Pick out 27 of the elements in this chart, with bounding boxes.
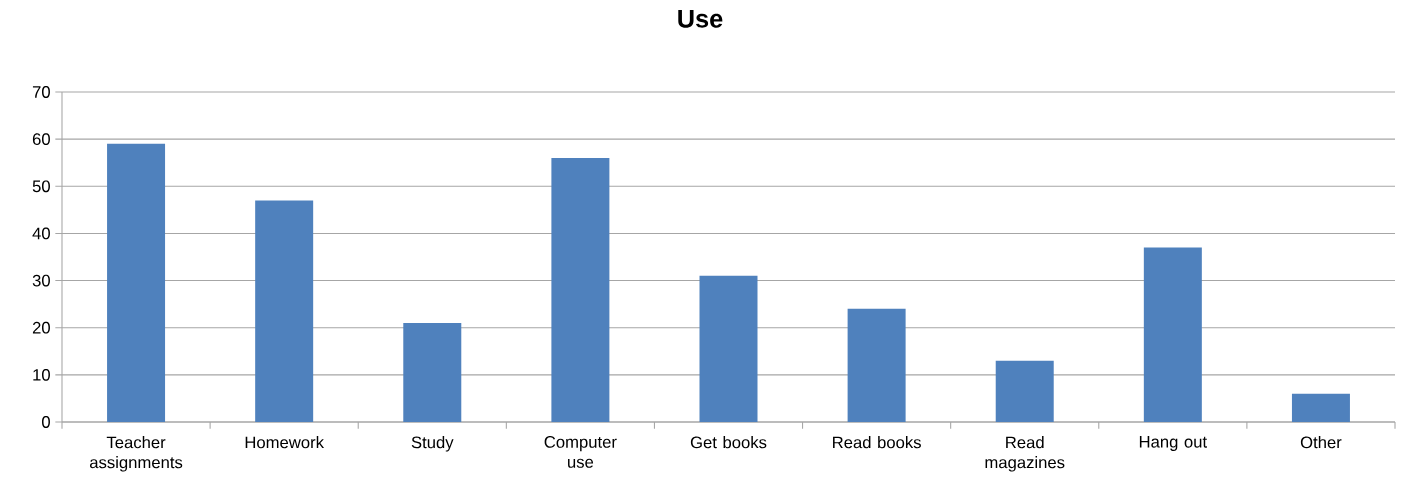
bar (107, 143, 166, 422)
x-tick-label: Teacher assignments (89, 436, 183, 472)
y-tick-label: 0 (42, 416, 50, 428)
x-tick-label: Study (411, 436, 454, 452)
y-tick-label: 20 (32, 321, 50, 334)
x-tick-label: Homework (245, 436, 325, 449)
chart-title: Use (678, 10, 723, 28)
bar (255, 200, 314, 422)
bar (847, 308, 906, 422)
bar (403, 323, 462, 422)
y-tick-label: 30 (32, 274, 50, 287)
bar (551, 158, 610, 422)
bar (1291, 393, 1350, 422)
x-tick-label: Get books (690, 436, 767, 449)
x-tick-label: Computer use (544, 436, 617, 468)
y-tick-label: 60 (32, 133, 50, 146)
x-tick-label: Hang out (1139, 436, 1207, 451)
bar (1143, 247, 1202, 422)
bar (699, 275, 758, 422)
y-tick-label: 50 (32, 180, 50, 193)
bar (995, 360, 1054, 422)
x-tick-label: Read books (833, 436, 921, 449)
y-tick-label: 40 (32, 227, 50, 240)
y-tick-label: 10 (33, 368, 50, 381)
x-tick-label: Other (1300, 436, 1342, 449)
x-tick-label: Read magazines (985, 436, 1065, 472)
y-tick-label: 70 (32, 86, 50, 98)
